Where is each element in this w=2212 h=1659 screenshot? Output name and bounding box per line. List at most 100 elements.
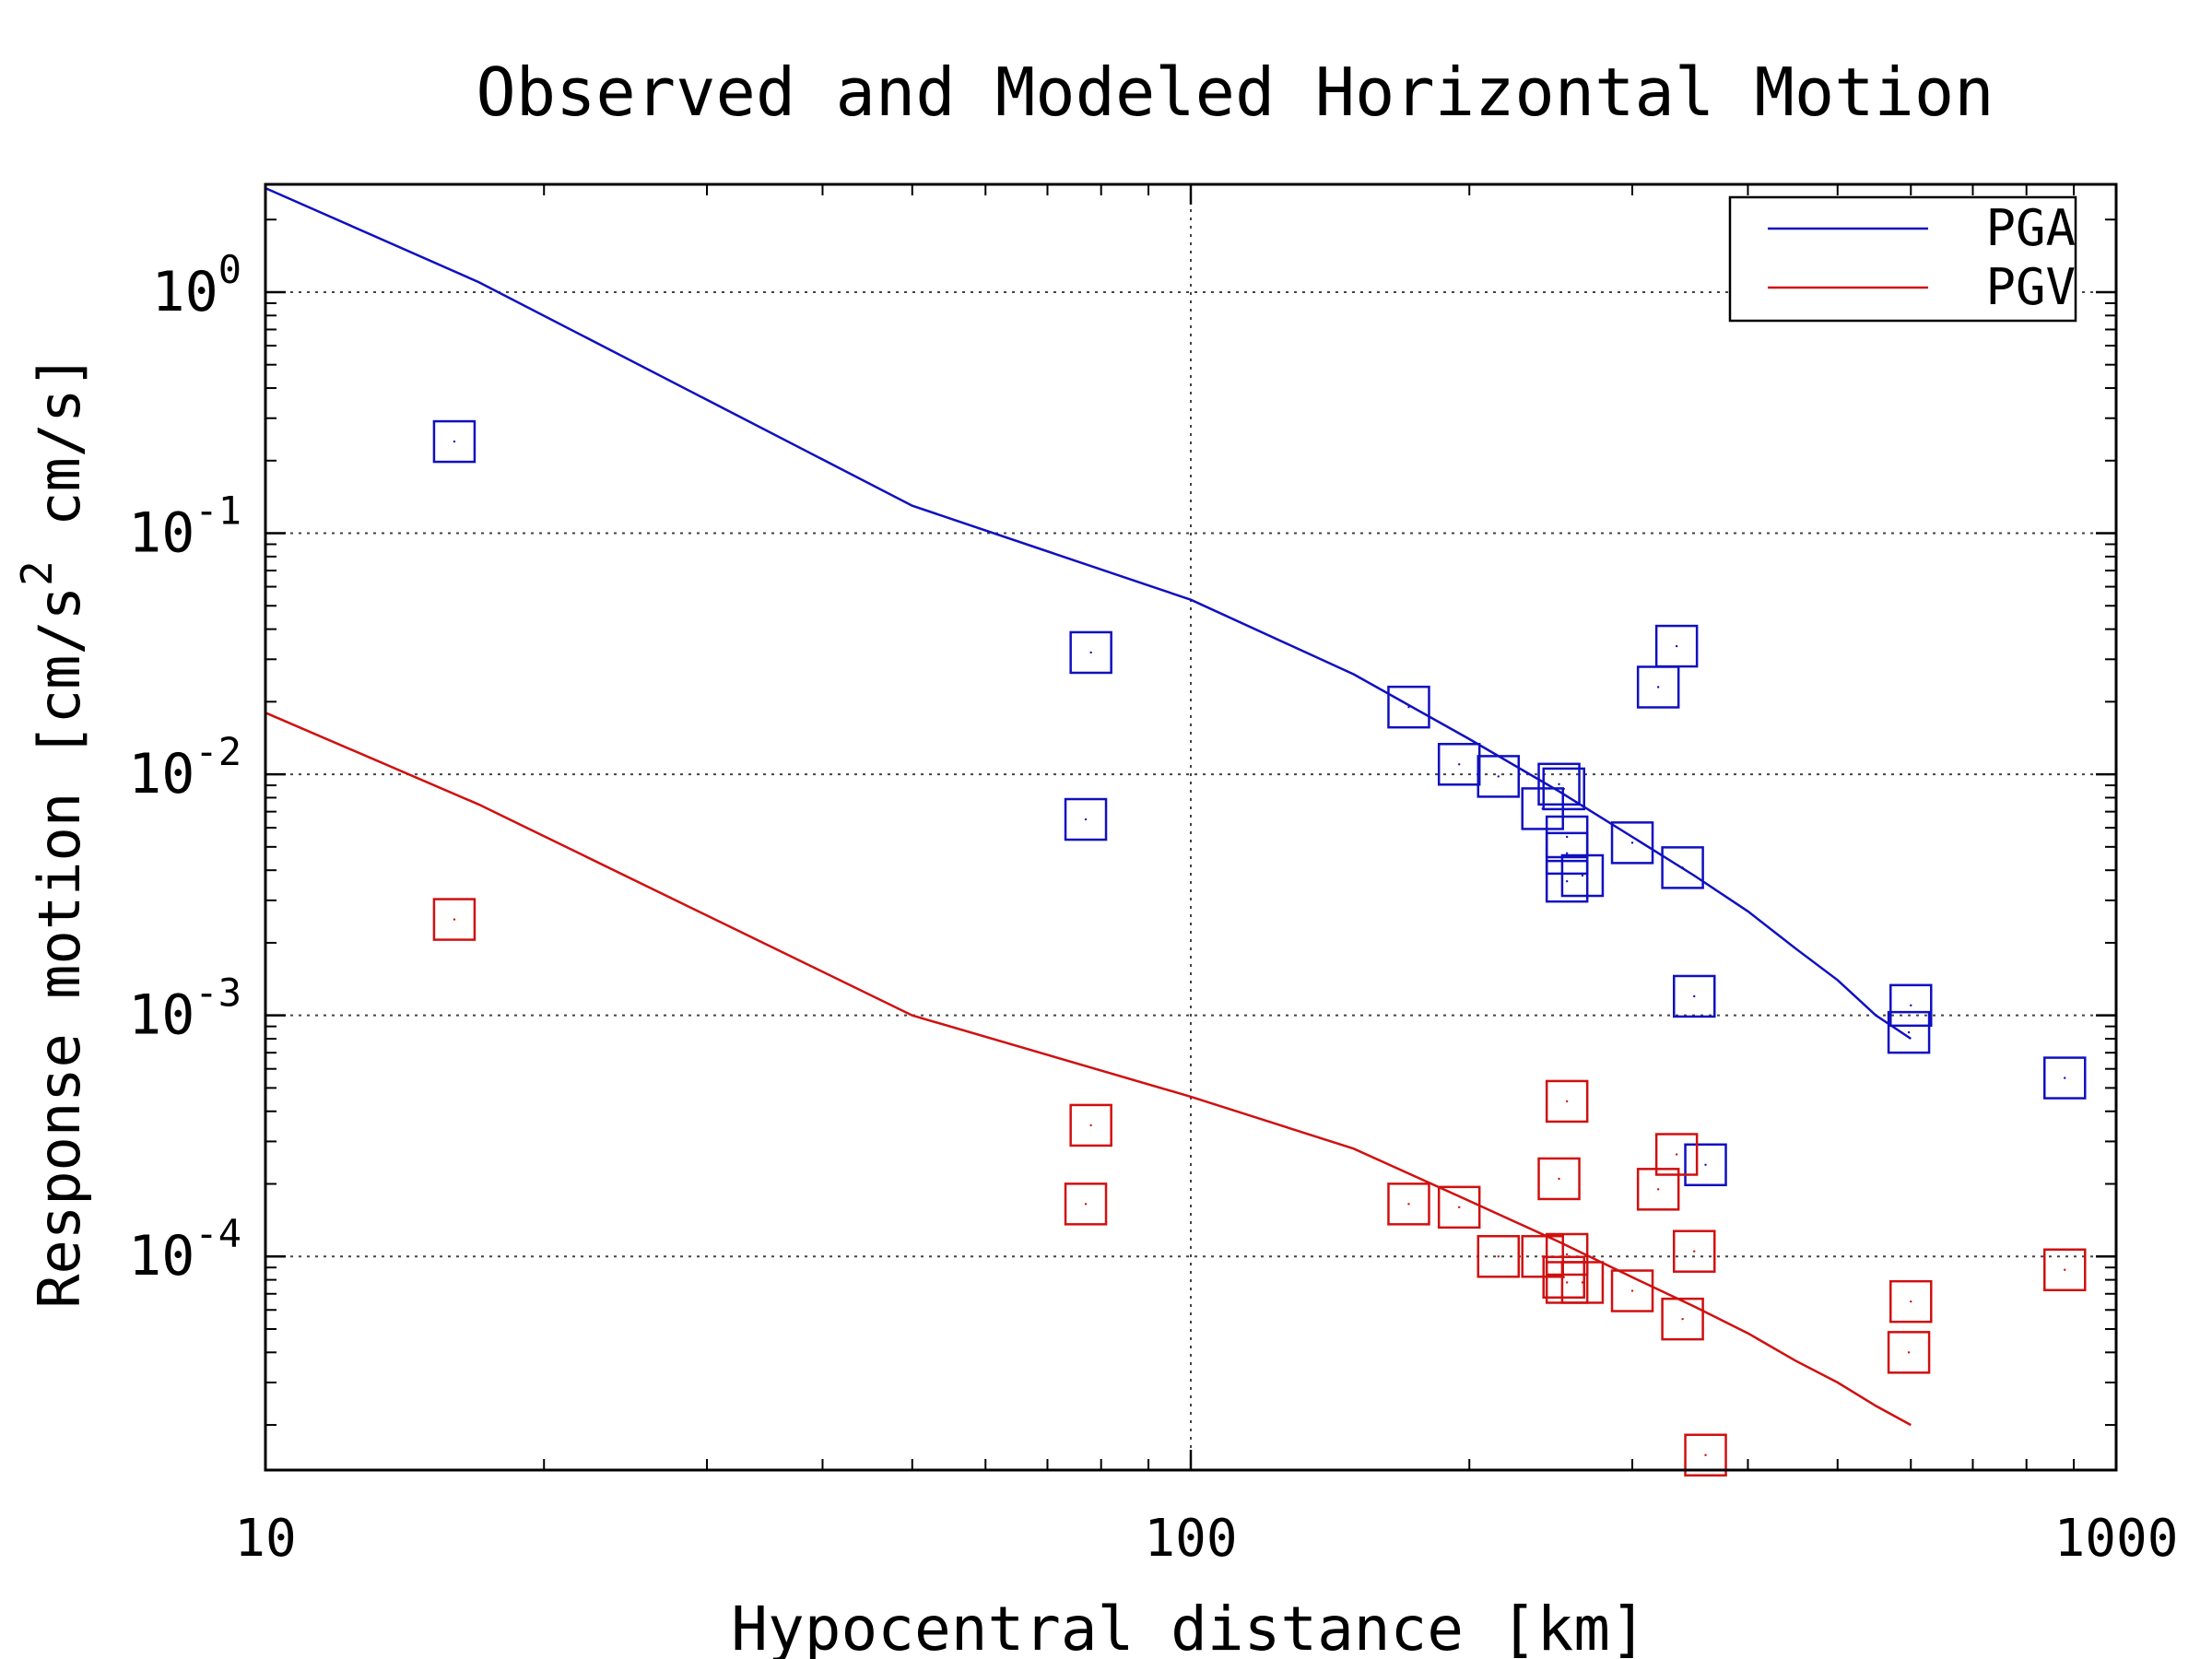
pgv-observed-point xyxy=(2043,1248,2087,1292)
pga-observed-point-center xyxy=(1656,686,1660,688)
pgv-observed-point xyxy=(1545,1079,1589,1124)
pgv-observed-point xyxy=(1889,1279,1933,1324)
pgv-observed-point xyxy=(1545,1232,1589,1277)
y-tick-label: 10-2 xyxy=(128,729,241,806)
ticks xyxy=(264,184,2118,1470)
pga-observed-point-center xyxy=(1581,874,1584,877)
pga-observed-point xyxy=(1672,974,1716,1018)
pga-observed-point-center xyxy=(1565,835,1569,839)
series-layer xyxy=(265,186,2087,1477)
pga-observed-point-center xyxy=(1084,818,1088,821)
x-tick-label: 10 xyxy=(234,1509,296,1569)
legend-box xyxy=(1728,195,2077,323)
pgv-model-line xyxy=(265,712,1912,1427)
pgv-observed-point-center xyxy=(1656,1188,1660,1191)
pga-observed-point-center xyxy=(1407,705,1410,709)
pgv-observed-point-center xyxy=(2064,1268,2066,1271)
pga-observed-point-center xyxy=(1565,879,1569,883)
pga-observed-point-center xyxy=(1630,841,1634,844)
pga-observed-point xyxy=(1887,1010,1931,1054)
pgv-observed-point-center xyxy=(1704,1453,1707,1456)
pgv-observed-point xyxy=(1654,1133,1699,1176)
pgv-observed-point-center xyxy=(1457,1206,1461,1209)
pgv-observed-point xyxy=(1542,1255,1585,1300)
pgv-observed-point-center xyxy=(1565,1100,1569,1103)
pgv-observed-point xyxy=(1661,1297,1704,1341)
pga-observed-point-center xyxy=(453,440,456,443)
pgv-observed-point xyxy=(432,898,477,941)
pga-observed-point xyxy=(1545,831,1589,876)
pga-observed-point-center xyxy=(1907,1030,1911,1034)
pgv-observed-point-center xyxy=(1910,1300,1912,1303)
pgv-observed-point xyxy=(1537,1157,1581,1201)
pga-observed-point-center xyxy=(2064,1077,2066,1079)
pgv-observed-point-center xyxy=(1630,1289,1634,1292)
pgv-observed-point-center xyxy=(1407,1203,1410,1206)
pga-observed-point xyxy=(1684,1143,1727,1187)
pga-observed-point xyxy=(1069,630,1112,675)
pga-observed-point-center xyxy=(1089,651,1092,654)
pga-observed-point xyxy=(1537,762,1581,806)
pga-observed-point xyxy=(1610,821,1654,865)
pga-observed-point-center xyxy=(1693,994,1696,998)
x-tick-label: 1000 xyxy=(2054,1509,2179,1569)
pgv-observed-point xyxy=(1477,1234,1521,1278)
pga-observed-point xyxy=(1542,767,1585,811)
pgv-observed-point-center xyxy=(1565,1281,1569,1284)
pga-observed-point-center xyxy=(1562,787,1565,791)
pga-observed-point xyxy=(1654,624,1699,668)
pga-observed-point-center xyxy=(1457,763,1461,766)
pgv-observed-point xyxy=(1064,1182,1108,1226)
pgv-observed-point xyxy=(1069,1103,1112,1147)
pgv-observed-point xyxy=(1887,1331,1931,1374)
x-tick-label: 100 xyxy=(1144,1509,1237,1569)
pga-observed-point xyxy=(432,419,477,464)
pgv-observed-point xyxy=(1560,1261,1605,1304)
pga-observed-point xyxy=(1477,755,1521,798)
chart-title: Observed and Modeled Horizontal Motion xyxy=(476,53,1994,131)
pga-observed-point xyxy=(1064,797,1108,841)
y-tick-label: 100 xyxy=(151,247,241,324)
pga-observed-point-center xyxy=(1675,644,1678,648)
pgv-observed-point-center xyxy=(1089,1124,1092,1127)
legend-label-pgv: PGV xyxy=(1985,258,2076,316)
pga-observed-markers xyxy=(432,419,2087,1187)
pgv-observed-point-center xyxy=(1084,1203,1088,1206)
pgv-observed-point xyxy=(1610,1269,1654,1312)
pgv-observed-point-center xyxy=(1558,1177,1560,1181)
pgv-observed-point xyxy=(1684,1433,1727,1477)
pga-observed-point-center xyxy=(1704,1163,1707,1166)
pga-observed-point xyxy=(1437,743,1481,786)
pgv-observed-point xyxy=(1672,1230,1716,1273)
y-tick-label: 10-3 xyxy=(128,971,241,1048)
pga-observed-point-center xyxy=(1910,1004,1912,1007)
pgv-observed-point-center xyxy=(1907,1351,1911,1354)
pgv-observed-point-center xyxy=(1675,1153,1678,1156)
pgv-observed-point xyxy=(1437,1185,1481,1230)
pga-observed-point-center xyxy=(1558,782,1560,786)
pga-observed-point xyxy=(1661,846,1704,889)
y-axis-label: Response motion [cm/s2 cm/s] xyxy=(12,354,93,1309)
pga-observed-point-center xyxy=(1497,775,1500,778)
y-tick-label: 10-1 xyxy=(128,488,241,566)
x-axis-label: Hypocentral distance [km] xyxy=(731,1594,1646,1659)
pgv-observed-point xyxy=(1387,1182,1430,1226)
pgv-observed-point-center xyxy=(1693,1250,1696,1253)
x-tick-labels: 10 100 1000 xyxy=(234,1509,2178,1569)
pga-observed-point xyxy=(1889,983,1933,1028)
legend-label-pga: PGA xyxy=(1985,199,2076,257)
pga-observed-point xyxy=(1545,859,1589,903)
pgv-observed-point-center xyxy=(453,918,456,921)
pgv-observed-markers xyxy=(432,898,2087,1477)
pgv-observed-point-center xyxy=(1565,1253,1569,1256)
pga-observed-point-center xyxy=(1681,866,1684,869)
pga-observed-point xyxy=(2043,1056,2087,1100)
pga-observed-point xyxy=(1560,853,1605,898)
y-tick-labels: 100 10-1 10-2 10-3 10-4 xyxy=(128,247,241,1288)
pgv-observed-point-center xyxy=(1581,1281,1584,1284)
pgv-observed-point-center xyxy=(1497,1255,1500,1258)
pgv-observed-point-center xyxy=(1681,1317,1684,1321)
pga-observed-point-center xyxy=(1565,852,1569,855)
